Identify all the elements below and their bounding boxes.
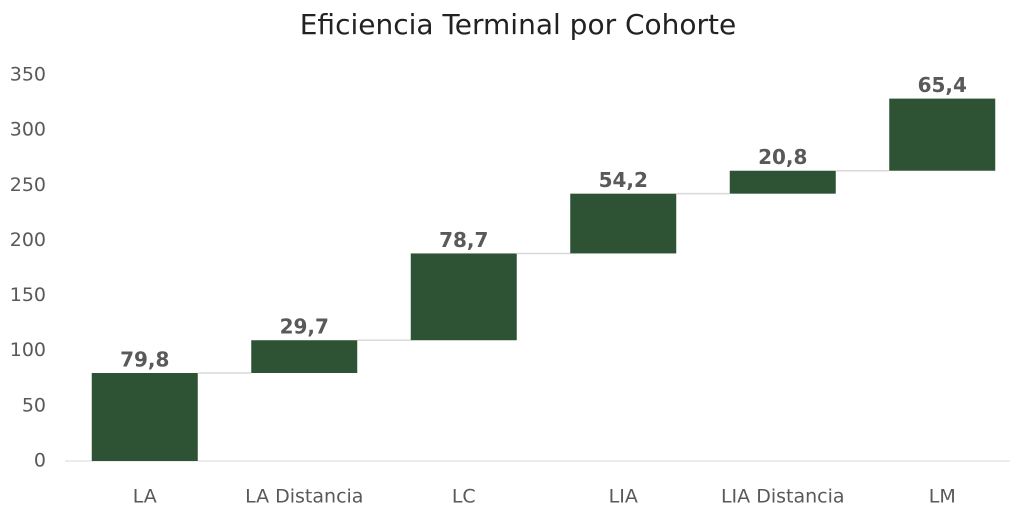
bar [410, 253, 517, 341]
y-tick-label: 0 [34, 450, 46, 472]
x-tick-label: LM [929, 486, 956, 508]
x-tick-label: LC [452, 486, 476, 508]
data-label: 29,7 [280, 315, 329, 339]
data-label: 65,4 [918, 73, 967, 97]
bar [729, 170, 836, 194]
y-tick-label: 50 [22, 394, 46, 416]
y-tick-label: 350 [10, 64, 46, 86]
data-label: 20,8 [758, 145, 807, 169]
bar [570, 193, 677, 254]
data-label: 78,7 [439, 228, 488, 252]
y-tick-label: 100 [10, 339, 46, 361]
bar [91, 372, 198, 461]
data-label: 54,2 [599, 168, 648, 192]
x-tick-label: LIA [609, 486, 638, 508]
bar [889, 98, 996, 171]
y-tick-label: 250 [10, 174, 46, 196]
bar [251, 340, 358, 373]
y-tick-label: 300 [10, 119, 46, 141]
x-tick-label: LIA Distancia [721, 486, 845, 508]
x-tick-label: LA [133, 486, 157, 508]
chart-title: Eficiencia Terminal por Cohorte [300, 8, 737, 41]
y-tick-label: 200 [10, 229, 46, 251]
y-tick-label: 150 [10, 284, 46, 306]
data-label: 79,8 [120, 347, 169, 371]
x-tick-label: LA Distancia [245, 486, 363, 508]
